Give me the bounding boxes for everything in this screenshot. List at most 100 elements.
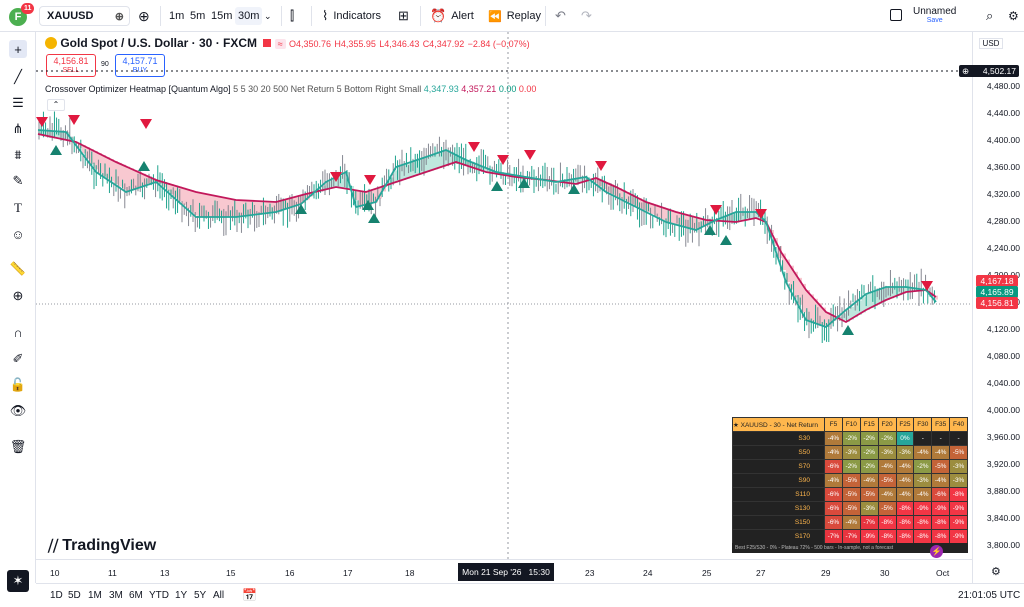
interval-dropdown-icon[interactable]: ⌄ — [264, 10, 272, 21]
heatmap-cell: - — [931, 431, 951, 446]
sell-signal-marker — [595, 161, 607, 171]
interval-1m[interactable]: 1m — [169, 10, 185, 22]
interval-15m[interactable]: 15m — [211, 10, 233, 22]
heatmap-cell: - — [913, 431, 933, 446]
divider — [160, 6, 161, 26]
sell-signal-marker — [330, 172, 342, 182]
buy-button[interactable]: 4,157.71 BUY — [115, 54, 165, 77]
ma-fill-band — [326, 182, 330, 190]
collapse-legend-icon[interactable]: ⌃ — [47, 99, 65, 111]
time-tick: 23 — [585, 568, 595, 578]
brush-icon[interactable]: ✎ — [12, 173, 24, 188]
symbol-title[interactable]: Gold Spot / U.S. Dollar · 30 · FXCM — [60, 36, 258, 50]
price-chart[interactable] — [36, 32, 972, 559]
ma-fill-band — [626, 192, 630, 202]
buy-signal-marker — [518, 178, 530, 188]
favorites-icon[interactable]: ✶ — [7, 570, 29, 592]
brand-name: TradingView — [62, 537, 157, 554]
heatmap-col-header: F40 — [949, 417, 968, 432]
price-tick: 4,400.00 — [986, 135, 1020, 145]
compare-icon[interactable]: ⊕ — [114, 11, 124, 23]
price-tick: 4,040.00 — [986, 378, 1020, 388]
ma-fill-band — [38, 130, 42, 134]
heatmap-footer: Best F25/S30 - 0% - Plateau 72% - 500 ba… — [732, 543, 968, 553]
layout-name-label: Unnamed — [913, 6, 957, 17]
text-icon[interactable]: T — [14, 200, 22, 215]
range-ytd[interactable]: YTD — [149, 590, 169, 601]
heatmap-cell: -4% — [913, 445, 933, 460]
utc-clock[interactable]: 21:01:05 UTC — [958, 590, 1021, 601]
heatmap-row-label: S150 — [732, 515, 825, 530]
range-6m[interactable]: 6M — [129, 590, 143, 601]
layout-icon[interactable] — [890, 9, 902, 21]
settings-icon[interactable]: ⚙ — [1008, 9, 1019, 23]
ma-fill-band — [878, 289, 882, 304]
indicators-button[interactable]: ⌇ Indicators — [322, 7, 381, 25]
horizontal-lines-icon[interactable]: ☰ — [12, 95, 24, 110]
crosshair-plus-icon[interactable]: ⊕ — [962, 66, 970, 76]
heatmap-cell: -5% — [859, 487, 879, 502]
ma-fill-band — [606, 182, 610, 192]
heatmap-cell: -6% — [824, 459, 843, 474]
ma-fill-band — [390, 177, 394, 184]
interval-5m[interactable]: 5m — [190, 10, 206, 22]
chart-settings-icon[interactable]: ⚙ — [991, 566, 1001, 578]
crosshair-icon[interactable]: + — [9, 40, 27, 58]
ma-fill-band — [210, 194, 214, 217]
lock-icon[interactable]: 🔓 — [9, 377, 27, 392]
range-all[interactable]: All — [213, 590, 225, 601]
interval-30m[interactable]: 30m — [235, 7, 263, 25]
ma-fill-band — [914, 288, 918, 292]
trash-icon[interactable]: 🗑 — [9, 439, 27, 454]
range-5y[interactable]: 5Y — [194, 590, 207, 601]
replay-button[interactable]: ⏪ Replay — [488, 7, 541, 25]
divider — [311, 6, 312, 26]
range-5d[interactable]: 5D — [68, 590, 81, 601]
ma-fill-band — [342, 174, 346, 188]
pitchfork-icon[interactable]: ⋔ — [12, 121, 24, 136]
undo-icon[interactable]: ↶ — [555, 8, 566, 23]
range-1m[interactable]: 1M — [88, 590, 102, 601]
layout-name[interactable]: Unnamed Save — [913, 6, 956, 24]
add-symbol-icon[interactable]: ⊕ — [138, 7, 150, 24]
ma-fill-band — [78, 143, 82, 148]
eye-icon[interactable]: 👁 — [9, 403, 27, 418]
fib-icon[interactable]: ⩩ — [14, 147, 22, 162]
ma-fill-band — [698, 217, 702, 229]
heatmap-cell: -3% — [895, 445, 915, 460]
user-avatar[interactable]: F 11 — [9, 3, 35, 26]
templates-icon[interactable]: ⊞ — [398, 8, 409, 23]
replay-label: Replay — [506, 10, 541, 22]
ma-fill-band — [658, 206, 662, 218]
emoji-icon[interactable]: ☺ — [11, 226, 25, 242]
currency-select[interactable]: USD — [979, 38, 1003, 49]
ma-fill-band — [190, 190, 194, 212]
lightning-icon[interactable]: ⚡ — [930, 545, 943, 558]
range-1y[interactable]: 1Y — [175, 590, 188, 601]
redo-icon[interactable]: ↷ — [581, 8, 592, 23]
time-tick: 25 — [702, 568, 712, 578]
trendline-icon[interactable]: ╱ — [14, 69, 22, 84]
pencil-lock-icon[interactable]: ✐ — [12, 351, 24, 366]
indicator-name: Crossover Optimizer Heatmap [Quantum Alg… — [45, 84, 231, 94]
time-axis[interactable]: Mon 21 Sep '26 15:30 ⚙ 10 11 13 15 16 17 18 23 2… — [36, 559, 1001, 583]
heatmap-cell: -4% — [877, 487, 897, 502]
date-range-icon[interactable]: 📅 — [242, 588, 257, 602]
magnet-icon[interactable]: ∩ — [13, 324, 23, 340]
ruler-icon[interactable]: 📏 — [9, 261, 27, 276]
range-1d[interactable]: 1D — [50, 590, 63, 601]
ma-fill-band — [474, 163, 478, 168]
heatmap-cell: -4% — [895, 473, 915, 488]
heatmap-cell: -4% — [895, 487, 915, 502]
tradingview-logo[interactable]: ⧸⧸ TradingView — [48, 537, 156, 555]
sell-price: 4,156.81 — [53, 56, 89, 66]
zoom-icon[interactable]: ⊕ — [12, 288, 24, 303]
ma-fill-band — [722, 217, 726, 222]
symbol-search[interactable]: XAUUSD ⊕ — [39, 6, 130, 26]
candles-icon[interactable]: ⫿ — [290, 8, 295, 23]
alert-button[interactable]: ⏰ Alert — [430, 7, 474, 25]
range-3m[interactable]: 3M — [109, 590, 123, 601]
ma-fill-band — [206, 194, 210, 217]
quick-search-icon[interactable]: ⌕ — [986, 8, 994, 23]
ma-fill-band — [98, 153, 102, 174]
